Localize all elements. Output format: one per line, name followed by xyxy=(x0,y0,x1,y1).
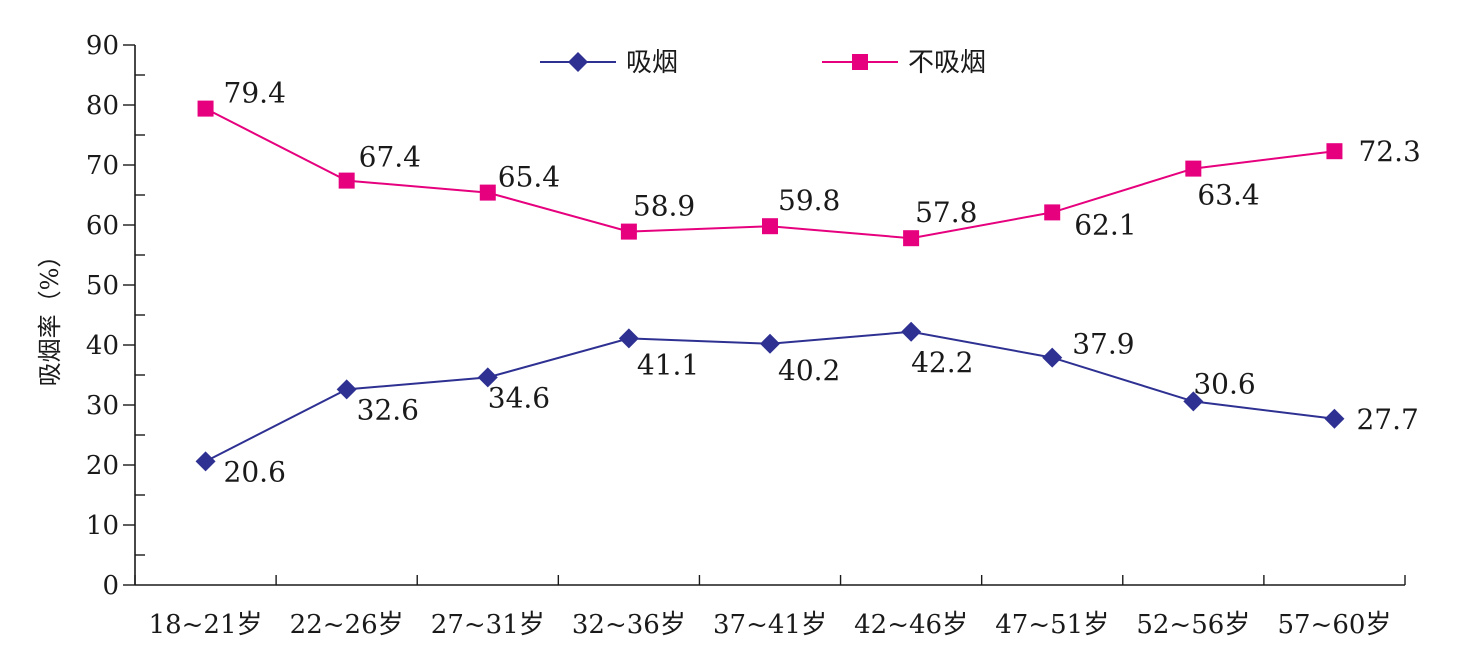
x-tick-label: 47~51岁 xyxy=(995,610,1109,640)
data-point xyxy=(479,184,496,201)
data-point xyxy=(620,223,637,240)
data-label: 59.8 xyxy=(778,184,840,217)
data-label: 30.6 xyxy=(1193,367,1255,400)
data-point xyxy=(760,333,780,354)
x-tick-labels: 18~21岁 22~26岁 27~31岁 32~36岁 37~41岁 42~46岁 47~5… xyxy=(149,610,1392,640)
legend-item: 不吸烟 xyxy=(822,48,986,78)
legend-label: 不吸烟 xyxy=(908,48,986,78)
x-tick-label: 42~46岁 xyxy=(854,610,968,640)
y-tick-label: 0 xyxy=(102,571,119,601)
x-tick-label: 22~26岁 xyxy=(290,610,404,640)
axes xyxy=(123,44,1406,586)
data-label: 72.3 xyxy=(1358,135,1420,168)
data-label: 57.8 xyxy=(915,196,977,229)
y-tick-label: 60 xyxy=(86,211,119,241)
x-tick-label: 37~41岁 xyxy=(713,610,827,640)
y-tick-label: 10 xyxy=(86,511,119,541)
data-label: 58.9 xyxy=(633,190,695,223)
data-point xyxy=(762,218,778,235)
x-tick-label: 18~21岁 xyxy=(149,610,263,640)
data-point xyxy=(1042,347,1063,368)
series-smoking xyxy=(195,321,1345,472)
legend-item: 吸烟 xyxy=(540,48,678,78)
y-tick-label: 50 xyxy=(86,271,119,301)
y-tick-label: 30 xyxy=(86,391,119,421)
data-point xyxy=(1185,160,1202,177)
series-nonsmoking xyxy=(197,100,1343,247)
x-tick-label: 27~31岁 xyxy=(431,610,545,640)
data-label: 37.9 xyxy=(1072,328,1134,361)
data-label: 27.7 xyxy=(1356,403,1418,436)
y-tick-label: 40 xyxy=(86,331,119,361)
y-tick-label: 70 xyxy=(86,151,119,181)
data-label: 62.1 xyxy=(1074,208,1136,241)
data-point xyxy=(338,172,355,189)
data-label: 42.2 xyxy=(911,346,973,379)
y-axis-label: 吸烟率（%） xyxy=(36,244,64,387)
legend-marker xyxy=(568,52,588,72)
data-point xyxy=(477,367,498,388)
x-tick-label: 32~36岁 xyxy=(572,610,686,640)
data-point xyxy=(1326,143,1343,160)
data-label: 40.2 xyxy=(778,354,840,387)
legend: 吸烟 不吸烟 xyxy=(540,48,986,78)
data-point xyxy=(1183,391,1204,412)
data-label: 32.6 xyxy=(357,393,419,426)
data-label: 34.6 xyxy=(488,381,550,414)
data-label: 67.4 xyxy=(359,141,421,174)
data-label: 20.6 xyxy=(224,455,286,488)
y-tick-label: 80 xyxy=(86,91,119,121)
data-label: 65.4 xyxy=(498,161,560,194)
series-layer xyxy=(195,100,1345,472)
y-tick-label: 90 xyxy=(86,31,119,61)
legend-marker xyxy=(852,54,868,70)
data-point xyxy=(903,230,920,247)
data-point xyxy=(618,328,639,349)
legend-label: 吸烟 xyxy=(626,48,678,78)
data-point xyxy=(1324,408,1345,429)
data-point xyxy=(336,379,357,400)
data-point xyxy=(195,451,216,472)
data-label: 41.1 xyxy=(637,348,699,381)
data-label: 79.4 xyxy=(224,77,286,110)
y-tick-label: 20 xyxy=(86,451,119,481)
data-point xyxy=(901,321,922,342)
x-tick-label: 57~60岁 xyxy=(1277,610,1391,640)
data-point xyxy=(1044,204,1061,221)
x-tick-label: 52~56岁 xyxy=(1136,610,1250,640)
y-tick-labels: 0 10 20 30 40 50 60 70 80 90 xyxy=(86,31,119,601)
data-point xyxy=(197,100,214,117)
data-label: 63.4 xyxy=(1197,179,1259,212)
data-labels: 20.6 32.6 34.6 41.1 40.2 42.2 37.9 30.6 27.7 79.4… xyxy=(224,77,1421,489)
